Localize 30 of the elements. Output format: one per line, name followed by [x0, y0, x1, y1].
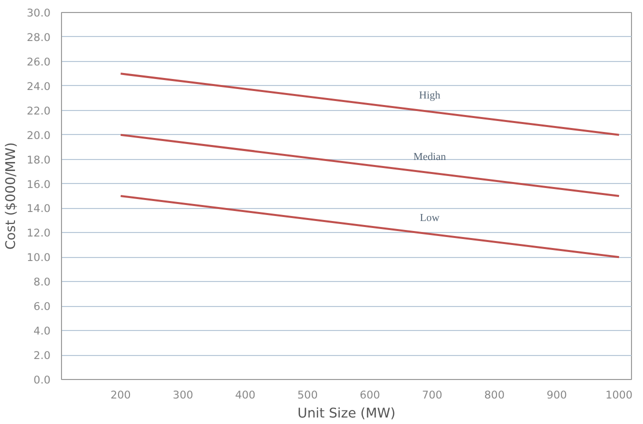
y-tick-label: 0.0 [34, 374, 51, 386]
x-tick-label: 1000 [605, 388, 633, 402]
y-tick-label: 22.0 [26, 104, 51, 118]
x-tick-label: 500 [297, 388, 318, 402]
y-tick-label: 30.0 [26, 6, 51, 20]
y-tick-label: 28.0 [26, 30, 51, 44]
series-label: Median [413, 152, 447, 163]
y-tick-label: 4.0 [34, 324, 51, 338]
y-axis-title: Cost ($000/MW) [4, 142, 19, 250]
x-tick-label: 400 [235, 388, 256, 402]
x-tick-label: 200 [110, 388, 132, 402]
y-tick-label: 20.0 [26, 128, 51, 142]
x-tick-label: 300 [172, 388, 194, 402]
y-tick-label: 16.0 [26, 178, 51, 191]
y-tick-label: 2.0 [34, 349, 51, 362]
x-axis-title: Unit Size (MW) [297, 406, 396, 422]
x-tick-label: 600 [360, 388, 380, 402]
series-label: High [419, 90, 441, 102]
x-tick-label: 900 [546, 388, 568, 402]
y-tick-label: 14.0 [26, 202, 51, 216]
x-tick-label: 700 [422, 388, 443, 402]
y-tick-label: 18.0 [26, 153, 51, 166]
y-tick-label: 12.0 [26, 226, 51, 240]
series-label: Low [420, 212, 440, 224]
y-tick-label: 8.0 [34, 276, 51, 289]
y-tick-label: 24.0 [26, 80, 51, 93]
x-tick-label: 800 [484, 388, 505, 402]
y-tick-label: 6.0 [34, 300, 51, 314]
y-tick-label: 26.0 [26, 55, 51, 68]
y-tick-label: 10.0 [26, 251, 51, 264]
